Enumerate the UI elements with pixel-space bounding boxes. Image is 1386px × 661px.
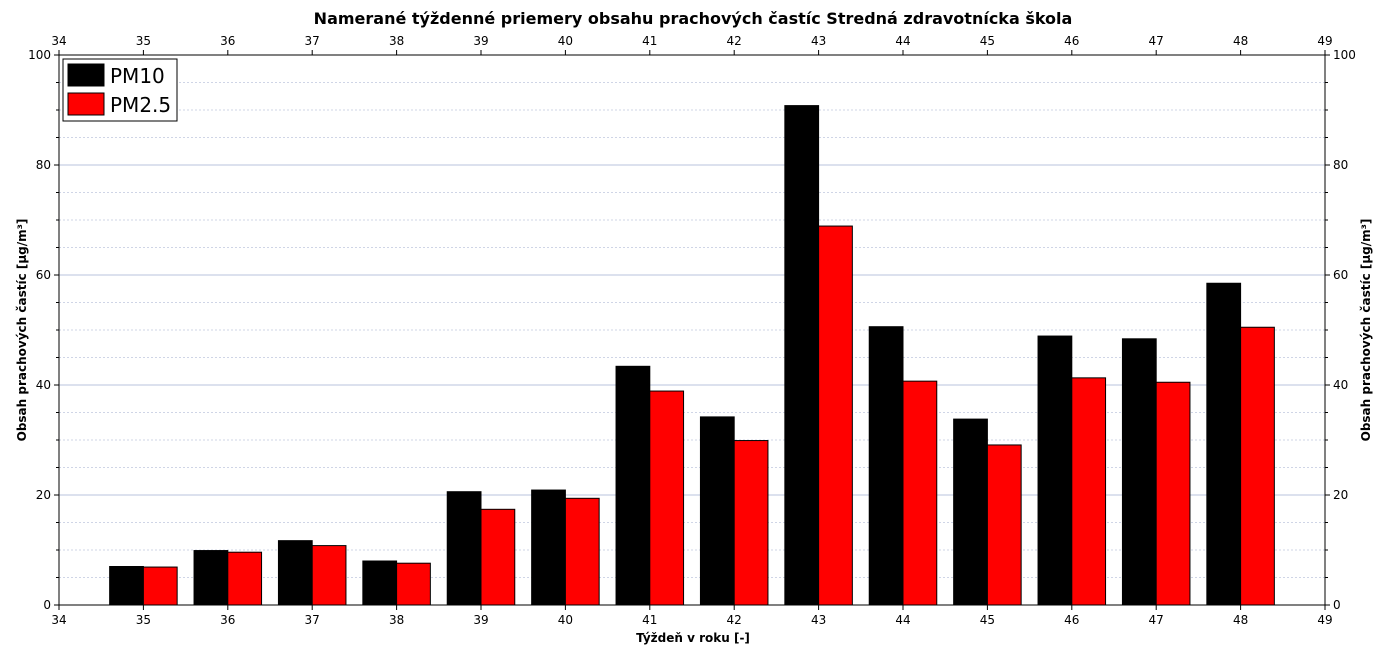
- bar-pm25-week-43: [818, 225, 853, 606]
- x-tick-label-top: 48: [1233, 34, 1248, 48]
- bar-pm25-week-37: [311, 545, 347, 606]
- bar-pm10-week-42: [699, 416, 735, 606]
- x-tick-label-top: 43: [811, 34, 826, 48]
- x-tick-label-top: 39: [473, 34, 488, 48]
- x-tick-label-bottom: 43: [811, 613, 826, 627]
- y-tick-label-left: 60: [36, 268, 51, 282]
- bar-pm10-week-46: [1037, 335, 1073, 606]
- x-tick-label-top: 44: [895, 34, 910, 48]
- bar-pm25-week-39: [480, 508, 516, 606]
- y-tick-label-right: 100: [1333, 48, 1356, 62]
- x-tick-label-top: 35: [136, 34, 151, 48]
- x-tick-label-top: 45: [980, 34, 995, 48]
- bar-pm10-week-44: [868, 326, 904, 606]
- bar-pm10-week-38: [362, 560, 398, 606]
- x-tick-label-bottom: 41: [642, 613, 657, 627]
- bar-pm10-week-40: [531, 489, 566, 606]
- x-tick-label-top: 49: [1317, 34, 1332, 48]
- y-tick-label-left: 80: [36, 158, 51, 172]
- y-tick-label-right: 0: [1333, 598, 1341, 612]
- y-tick-label-left: 40: [36, 378, 51, 392]
- bar-pm10-week-43: [784, 105, 820, 606]
- x-tick-label-top: 41: [642, 34, 657, 48]
- x-axis-top: 34 35 36 37 38 39 40 41 42 43 44 45 46 47 48 49: [51, 34, 1333, 55]
- bar-pm10-week-41: [615, 365, 651, 606]
- x-tick-label-bottom: 39: [473, 613, 488, 627]
- x-tick-label-bottom: 40: [558, 613, 573, 627]
- x-tick-label-top: 36: [220, 34, 235, 48]
- bars: [109, 105, 1275, 606]
- bar-pm25-week-42: [733, 440, 769, 606]
- bar-pm25-week-38: [396, 562, 431, 606]
- y-tick-label-right: 20: [1333, 488, 1348, 502]
- x-tick-label-bottom: 42: [727, 613, 742, 627]
- x-tick-label-bottom: 35: [136, 613, 151, 627]
- bar-pm10-week-47: [1121, 338, 1157, 606]
- y-tick-label-right: 80: [1333, 158, 1348, 172]
- legend-swatch-pm25: [67, 92, 105, 116]
- legend-label-pm25: PM2.5: [110, 93, 171, 117]
- x-tick-label-top: 38: [389, 34, 404, 48]
- bar-pm25-week-47: [1155, 381, 1191, 606]
- y-axis-left: 0 20 40 60 80 100: [28, 48, 59, 612]
- legend-swatch-pm10: [67, 63, 105, 87]
- x-tick-label-bottom: 37: [305, 613, 320, 627]
- y-tick-label-right: 40: [1333, 378, 1348, 392]
- bar-pm25-week-46: [1071, 377, 1107, 606]
- y-tick-label-left: 20: [36, 488, 51, 502]
- bar-pm25-week-45: [986, 444, 1022, 606]
- bar-pm10-week-45: [953, 418, 988, 606]
- legend-label-pm10: PM10: [110, 64, 165, 88]
- x-tick-label-bottom: 38: [389, 613, 404, 627]
- bar-pm25-week-44: [902, 380, 938, 606]
- y-tick-label-left: 0: [43, 598, 51, 612]
- bar-pm25-week-36: [227, 551, 263, 606]
- x-tick-label-bottom: 49: [1317, 613, 1332, 627]
- x-tick-label-top: 46: [1064, 34, 1079, 48]
- x-tick-label-bottom: 34: [51, 613, 66, 627]
- x-tick-label-top: 34: [51, 34, 66, 48]
- bar-pm10-week-36: [193, 550, 229, 606]
- bar-pm25-week-48: [1240, 326, 1275, 606]
- bar-pm10-week-35: [109, 566, 144, 606]
- x-tick-label-top: 40: [558, 34, 573, 48]
- bar-pm25-week-40: [564, 497, 600, 606]
- bar-pm25-week-35: [142, 566, 178, 606]
- bar-pm10-week-37: [277, 540, 313, 606]
- bar-pm25-week-41: [649, 390, 685, 606]
- y-axis-label-right: Obsah prachových častíc [μg/m³]: [1359, 219, 1373, 442]
- chart-title: Namerané týždenné priemery obsahu pracho…: [314, 9, 1073, 28]
- x-axis-label: Týždeň v roku [-]: [636, 631, 750, 645]
- x-tick-label-bottom: 36: [220, 613, 235, 627]
- x-axis-bottom: 34 35 36 37 38 39 40 41 42 43 44 45 46 47 48 49: [51, 605, 1333, 627]
- y-tick-label-left: 100: [28, 48, 51, 62]
- bar-pm10-week-39: [446, 491, 482, 606]
- x-tick-label-top: 42: [727, 34, 742, 48]
- legend: PM10 PM2.5: [62, 58, 178, 122]
- x-tick-label-bottom: 44: [895, 613, 910, 627]
- x-tick-label-top: 47: [1149, 34, 1164, 48]
- bar-pm10-week-48: [1206, 282, 1242, 606]
- x-tick-label-bottom: 45: [980, 613, 995, 627]
- y-axis-label-left: Obsah prachových častíc [μg/m³]: [15, 219, 29, 442]
- grid-lines: [59, 82, 1325, 578]
- y-axis-right: 0 20 40 60 80 100: [1325, 48, 1356, 612]
- x-tick-label-bottom: 47: [1149, 613, 1164, 627]
- y-tick-label-right: 60: [1333, 268, 1348, 282]
- x-tick-label-bottom: 46: [1064, 613, 1079, 627]
- x-tick-label-bottom: 48: [1233, 613, 1248, 627]
- x-tick-label-top: 37: [305, 34, 320, 48]
